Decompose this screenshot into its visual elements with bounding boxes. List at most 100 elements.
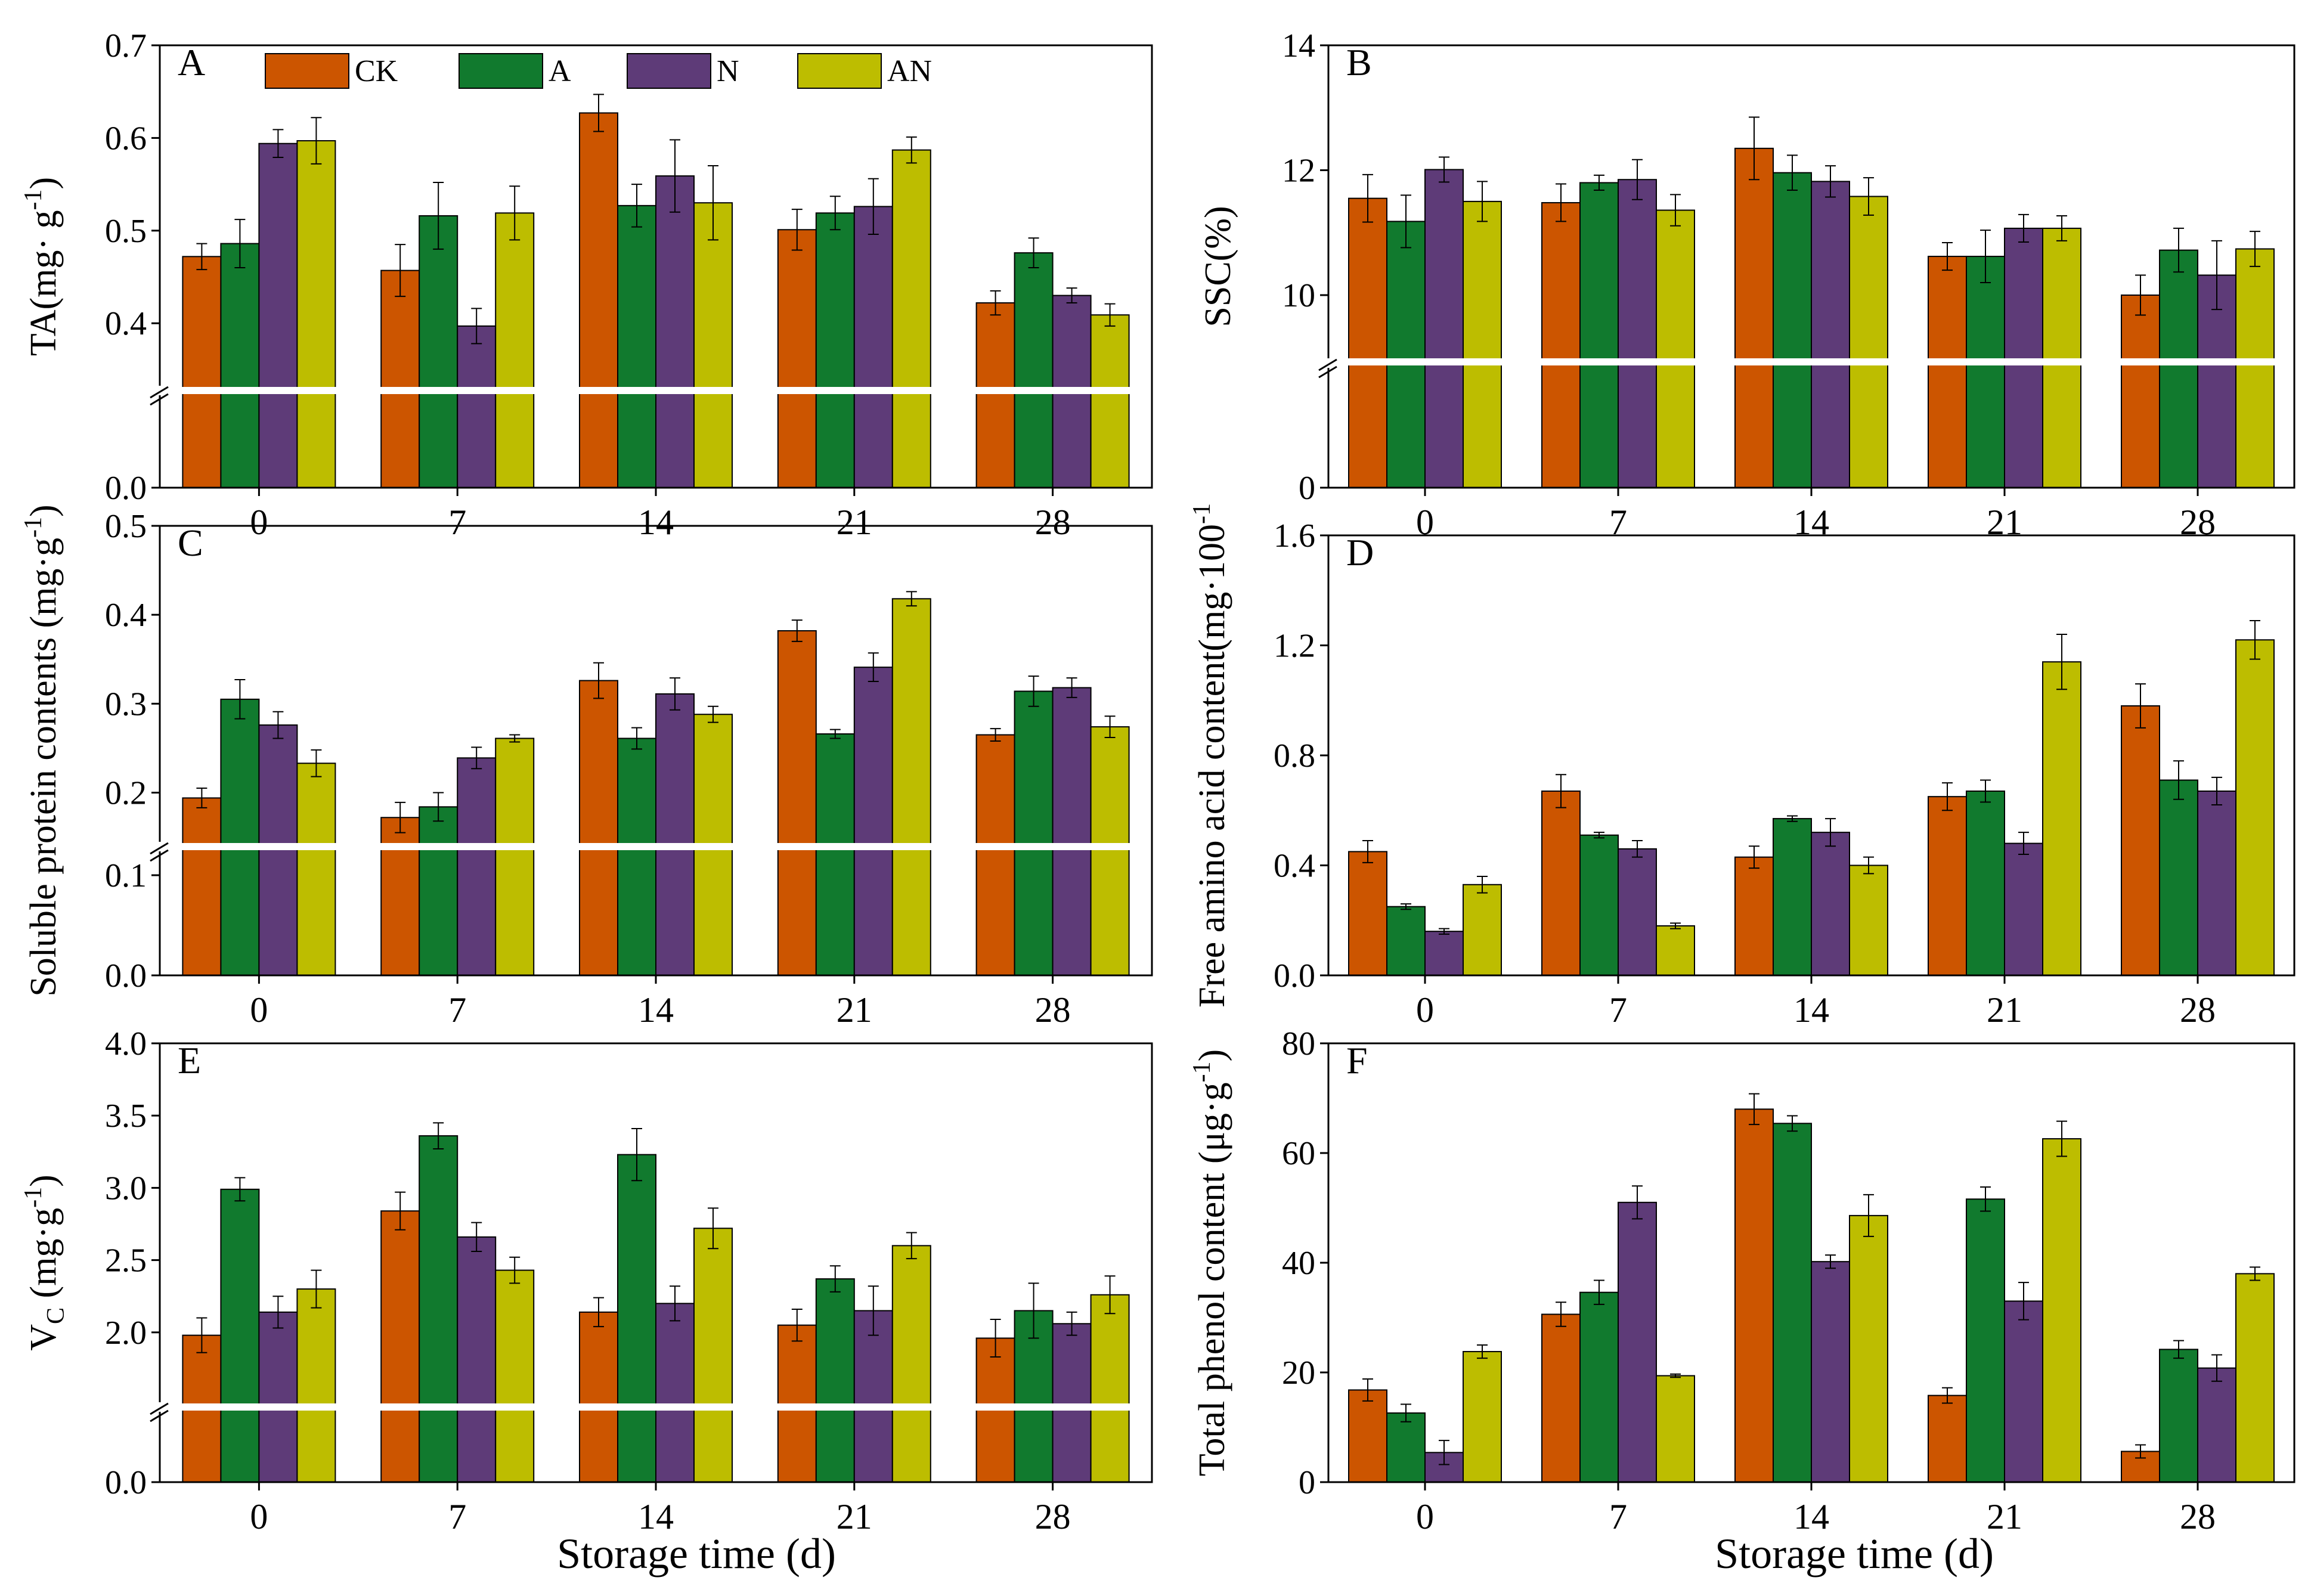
axis-break-mark <box>1318 365 1337 379</box>
x-tick-label: 0 <box>1416 990 1434 1030</box>
bar-e-ck-14 <box>579 1311 618 1483</box>
x-tick-label: 7 <box>1609 1497 1627 1536</box>
bar-e-n-21 <box>853 1310 893 1483</box>
x-tick-label: 14 <box>638 990 674 1030</box>
bar-f-ck-7 <box>1541 1313 1581 1483</box>
bar-c-ck-7 <box>380 817 420 976</box>
bar-d-ck-14 <box>1734 856 1774 976</box>
x-tick-label: 14 <box>638 503 674 542</box>
bar-b-an-14 <box>1849 196 1888 488</box>
bar-f-ck-0 <box>1348 1389 1387 1483</box>
y-tick-label: 80 <box>1282 1025 1315 1062</box>
bar-a-n-7 <box>457 325 497 488</box>
bar-b-an-0 <box>1463 200 1502 488</box>
bar-b-a-14 <box>1773 172 1812 488</box>
bar-e-a-28 <box>1014 1310 1054 1483</box>
bar-b-a-7 <box>1579 182 1619 488</box>
bar-e-a-14 <box>617 1154 656 1483</box>
panel-e: 2.0 2.5 3.0 3.5 4.0 0.0 0 7 14 21 28 E VC (mg·g-1) <box>20 1025 1153 1536</box>
panel-label: B <box>1346 41 1372 83</box>
x-tick-label: 7 <box>1609 990 1627 1030</box>
axis-break-mark <box>150 386 169 399</box>
x-axis-title-left: Storage time (d) <box>557 1530 836 1578</box>
bar-d-ck-0 <box>1348 851 1387 976</box>
legend-label-a: A <box>549 54 571 88</box>
y-axis-title: Soluble protein contents (mg·g-1) <box>20 504 64 996</box>
y-tick-label: 0.4 <box>1274 848 1315 885</box>
bar-c-a-7 <box>419 806 459 976</box>
x-tick-label: 14 <box>638 1497 674 1536</box>
y-tick-label: 0.2 <box>105 774 147 811</box>
panel-c: 0.2 0.3 0.4 0.5 0.0 0.1 0 7 14 21 28 C Soluble prote… <box>20 504 1153 1030</box>
bar-d-a-14 <box>1773 818 1812 977</box>
bar-e-n-0 <box>258 1311 298 1483</box>
x-tick-label: 0 <box>250 1497 268 1536</box>
x-tick-label: 7 <box>448 990 466 1030</box>
bar-f-a-28 <box>2159 1349 2198 1483</box>
bar-e-n-7 <box>457 1236 497 1483</box>
y-axis-title: TA(mg· g-1) <box>20 177 64 356</box>
bar-d-n-14 <box>1811 832 1850 977</box>
bar-a-an-28 <box>1090 314 1130 488</box>
bar-c-a-21 <box>815 733 855 976</box>
bar-f-an-0 <box>1463 1351 1502 1483</box>
bar-e-n-14 <box>655 1303 695 1483</box>
y-tick-label: 0.8 <box>1274 737 1315 774</box>
y-tick-label: 10 <box>1282 277 1315 314</box>
bar-f-an-28 <box>2235 1273 2275 1483</box>
x-tick-label: 0 <box>1416 1497 1434 1536</box>
x-tick-label: 21 <box>1987 990 2022 1030</box>
x-axis-title-right: Storage time (d) <box>1715 1530 1994 1578</box>
bar-a-a-0 <box>220 243 260 488</box>
bar-b-ck-28 <box>2121 295 2160 488</box>
legend-swatch-n <box>627 53 711 89</box>
panel-label: A <box>178 41 205 83</box>
bar-b-ck-7 <box>1541 202 1581 488</box>
bar-b-ck-0 <box>1348 197 1387 488</box>
bar-d-an-28 <box>2235 639 2275 976</box>
bar-a-a-14 <box>617 204 656 488</box>
bar-a-a-21 <box>815 212 855 488</box>
bar-d-a-21 <box>1966 790 2005 977</box>
bar-c-an-28 <box>1090 726 1130 977</box>
y-tick-label: 0.1 <box>105 857 147 894</box>
bar-b-a-28 <box>2159 249 2198 488</box>
panel-f: 0 20 40 60 80 0 7 14 21 28 F Total phenol content (… <box>1188 1025 2295 1536</box>
axis-break-band <box>142 387 1152 394</box>
panel-d: 0.0 0.4 0.8 1.2 1.6 0 7 14 21 28 D Free amino acid … <box>1188 503 2295 1030</box>
bar-f-a-21 <box>1966 1198 2005 1483</box>
x-tick-label: 21 <box>837 1497 872 1536</box>
bar-a-ck-28 <box>975 302 1015 488</box>
y-axis-title: Total phenol content (μg·g-1) <box>1188 1049 1232 1476</box>
bar-b-a-21 <box>1966 256 2005 488</box>
bar-b-an-7 <box>1656 209 1695 488</box>
bar-c-an-21 <box>891 598 931 976</box>
bar-c-ck-0 <box>182 797 222 977</box>
y-axis-title: SSC(%) <box>1198 206 1238 327</box>
bar-c-ck-28 <box>975 734 1015 977</box>
y-tick-label: 14 <box>1282 27 1315 64</box>
bar-e-a-7 <box>419 1135 459 1483</box>
bar-d-a-28 <box>2159 779 2198 976</box>
bar-d-n-28 <box>2197 790 2236 977</box>
x-tick-label: 7 <box>448 1497 466 1536</box>
x-tick-label: 14 <box>1793 990 1829 1030</box>
y-axis-title: Free amino acid content(mg·100-1 <box>1188 503 1232 1008</box>
bar-a-ck-21 <box>777 229 817 488</box>
bar-c-a-28 <box>1014 690 1054 976</box>
x-tick-label: 21 <box>1987 1497 2022 1536</box>
y-tick-label: 3.5 <box>105 1098 147 1135</box>
y-tick-label: 0.3 <box>105 686 147 723</box>
legend-swatch-ck <box>265 53 349 89</box>
x-tick-label: 7 <box>448 503 466 542</box>
bar-b-ck-14 <box>1734 147 1774 488</box>
bar-f-a-7 <box>1579 1291 1619 1483</box>
bar-f-an-14 <box>1849 1214 1888 1483</box>
y-tick-label: 0.4 <box>105 597 147 634</box>
bar-f-an-7 <box>1656 1375 1695 1483</box>
y-tick-label: 2.5 <box>105 1242 147 1279</box>
bar-b-n-7 <box>1618 179 1657 488</box>
y-tick-label: 0 <box>1299 470 1315 507</box>
bar-a-a-7 <box>419 215 459 488</box>
